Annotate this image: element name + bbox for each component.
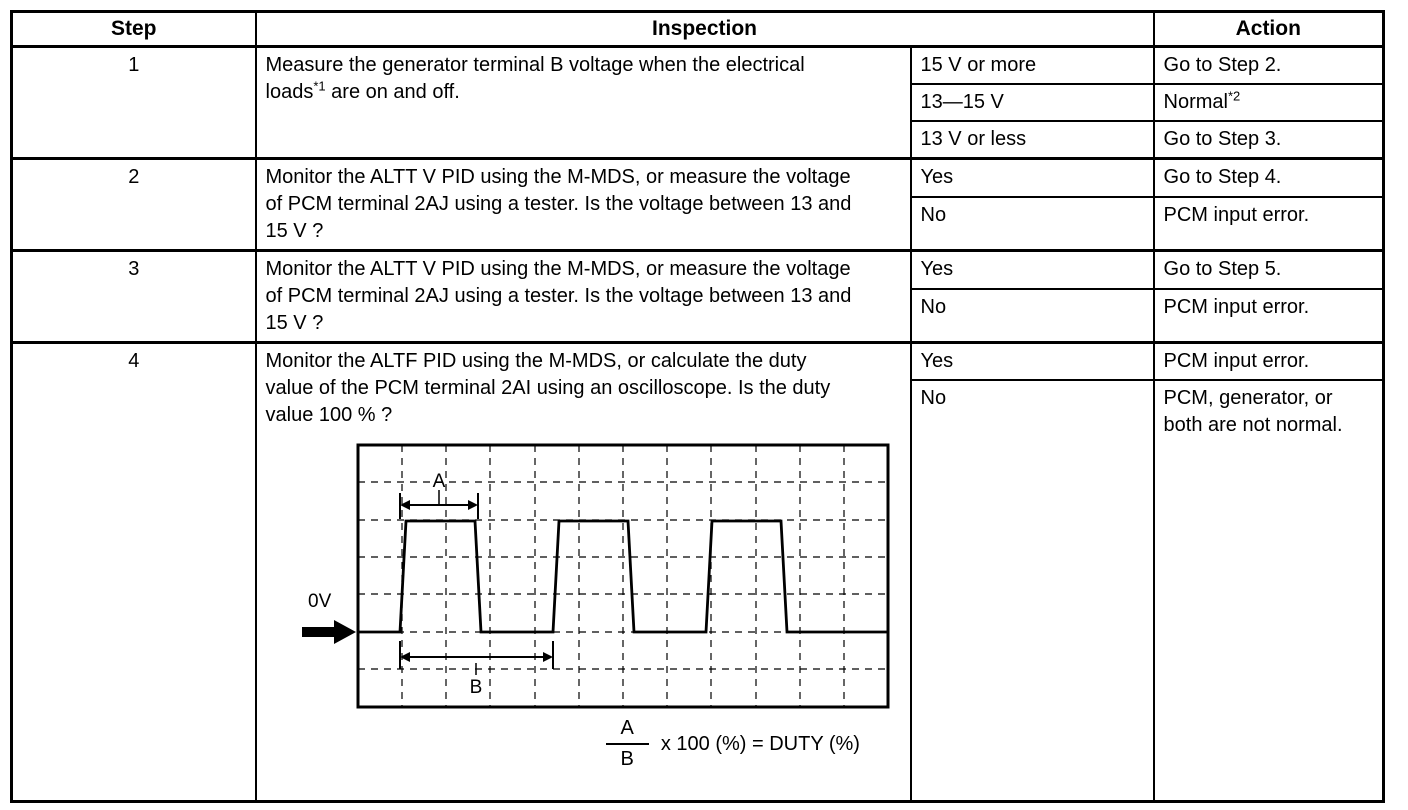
inspection-text-part: are on and off. <box>325 81 460 104</box>
table-row: 1 Measure the generator terminal B volta… <box>10 45 1385 160</box>
action-cell: Go to Step 4. <box>1152 157 1385 198</box>
table-row: 3 Monitor the ALTT V PID using the M-MDS… <box>10 249 1385 344</box>
condition-cell: No <box>909 379 1155 803</box>
header-action: Action <box>1152 10 1385 49</box>
formula-fraction: A B <box>605 717 649 771</box>
oscilloscope-figure: A B 0V <box>266 441 901 771</box>
formula-numerator: A <box>605 717 649 746</box>
table-row: 13—15 V Normal*2 <box>12 83 1385 123</box>
header-step: Step <box>10 10 257 49</box>
table-row: No PCM input error. <box>12 287 1385 344</box>
condition-cell: 13—15 V <box>909 83 1155 123</box>
condition-cell: 15 V or more <box>909 45 1155 86</box>
inspection-cell: Monitor the ALTT V PID using the M-MDS, … <box>254 157 912 252</box>
inspection-text: Monitor the ALTT V PID using the M-MDS, … <box>265 166 852 243</box>
step-number-cell: 1 <box>10 45 257 160</box>
condition-cell: No <box>909 195 1155 252</box>
table-row: No PCM input error. <box>12 195 1385 252</box>
troubleshooting-table: Step Inspection Action 1 Measure the gen… <box>10 10 1386 803</box>
inspection-cell: Monitor the ALTF PID using the M-MDS, or… <box>254 341 912 803</box>
action-text: Normal <box>1163 91 1228 114</box>
inspection-cell: Measure the generator terminal B voltage… <box>254 45 912 160</box>
grid-lines <box>357 445 888 708</box>
formula-denominator: B <box>620 748 634 771</box>
waveform-diagram: A B 0V <box>301 443 889 709</box>
measure-b <box>398 641 554 676</box>
inspection-text: Monitor the ALTF PID using the M-MDS, or… <box>265 350 831 427</box>
action-cell: Go to Step 3. <box>1152 120 1385 160</box>
inspection-cell: Monitor the ALTT V PID using the M-MDS, … <box>254 249 912 344</box>
condition-cell: Yes <box>909 157 1155 198</box>
duty-formula: A B x 100 (%) = DUTY (%) <box>605 717 901 771</box>
formula-rest: x 100 (%) = DUTY (%) <box>660 732 860 755</box>
footnote-ref-1: *1 <box>313 78 326 94</box>
footnote-ref-2: *2 <box>1227 88 1241 104</box>
condition-cell: No <box>909 287 1155 344</box>
label-a: A <box>432 471 445 492</box>
condition-cell: Yes <box>909 249 1155 290</box>
inspection-text: Monitor the ALTT V PID using the M-MDS, … <box>265 258 852 335</box>
table-row: No PCM, generator, or both are not norma… <box>12 379 1385 803</box>
action-cell: PCM input error. <box>1152 341 1385 382</box>
inspection-text-part: Measure the generator terminal B voltage… <box>265 54 805 104</box>
label-0v: 0V <box>308 591 332 612</box>
table-header-row: Step Inspection Action <box>10 10 1385 49</box>
step-number-cell: 4 <box>10 341 257 803</box>
condition-cell: 13 V or less <box>909 120 1155 160</box>
condition-cell: Yes <box>909 341 1155 382</box>
header-inspection: Inspection <box>254 10 1155 49</box>
action-cell: Normal*2 <box>1152 83 1385 123</box>
action-cell: PCM input error. <box>1152 195 1385 252</box>
table-row: 4 Monitor the ALTF PID using the M-MDS, … <box>10 341 1385 803</box>
label-b: B <box>469 677 482 698</box>
table-row: 2 Monitor the ALTT V PID using the M-MDS… <box>10 157 1385 252</box>
action-cell: PCM, generator, or both are not normal. <box>1152 379 1385 803</box>
action-cell: PCM input error. <box>1152 287 1385 344</box>
step-number-cell: 2 <box>10 157 257 252</box>
action-cell: Go to Step 2. <box>1152 45 1385 86</box>
inspection-text: Measure the generator terminal B voltage… <box>266 52 856 106</box>
table-row: 13 V or less Go to Step 3. <box>12 120 1385 160</box>
action-cell: Go to Step 5. <box>1152 249 1385 290</box>
zero-volt-arrow <box>301 620 356 645</box>
waveform-trace <box>357 519 888 634</box>
step-number-cell: 3 <box>10 249 257 344</box>
measure-a <box>398 490 479 520</box>
